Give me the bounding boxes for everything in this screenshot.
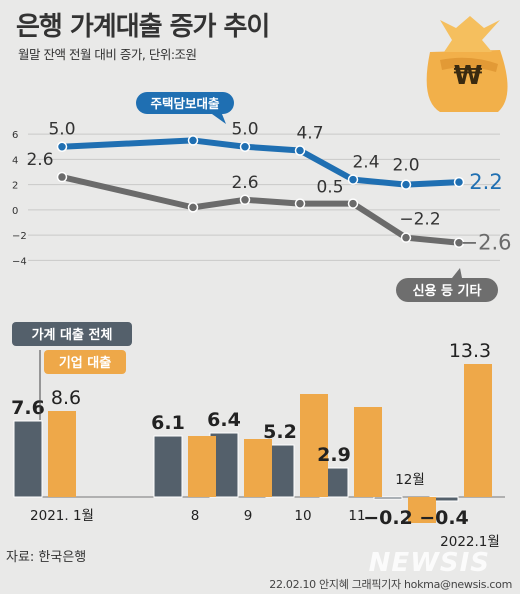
series-label-text: 주택담보대출 [150,96,220,111]
data-point [347,198,359,209]
category-label: 11 [348,508,365,524]
data-label: 2.4 [352,153,379,173]
data-point [400,232,412,243]
data-label: −2.6 [461,231,512,255]
data-point [239,194,251,206]
y-tick-label: 6 [12,130,18,141]
bar [464,364,492,497]
bar-chart: 7.6 6.1 6.4 5.2 2.9 −0.2 −0.4 8.6 13.3 2021. 1월 8 9… [11,322,505,550]
bar-value-label: 7.6 [11,397,45,419]
bar [13,420,43,498]
bar-value-label: 2.9 [317,444,351,466]
data-label: 2.2 [469,170,502,194]
data-point [347,174,359,185]
category-label: 2022.1월 [440,534,500,550]
won-symbol: ₩ [454,61,483,91]
bar [48,411,76,497]
subtitle: 월말 잔액 전월 대비 증가, 단위:조원 [18,47,197,62]
credit: 22.02.10 안지혜 그래픽기자 hokma@newsis.com [269,578,512,591]
data-point [453,237,465,248]
data-label: 0.5 [316,178,343,198]
data-label: 4.7 [296,124,323,144]
bar-value-label: 5.2 [263,421,297,443]
legend-household: 가계 대출 전체 [12,322,132,346]
y-tick-label: −4 [12,256,27,267]
data-point [187,202,199,213]
data-point [56,171,68,183]
data-label: 2.0 [392,156,419,176]
y-tick-label: 0 [12,206,18,217]
y-tick-label: 4 [12,155,18,166]
legend-corporate: 기업 대출 [44,350,126,374]
bar [244,439,272,497]
data-label: 2.6 [231,173,258,193]
category-label: 12월 [395,472,425,488]
legend-label: 가계 대출 전체 [32,327,113,343]
series-label-text: 신용 등 기타 [413,283,482,299]
data-label: −2.2 [399,210,440,230]
data-point [56,141,68,152]
category-label: 10 [294,508,311,524]
data-point [239,141,251,152]
source: 자료: 한국은행 [6,550,87,565]
bar-value-label: −0.4 [419,507,469,529]
bar [300,394,328,497]
bar [373,496,403,500]
money-bag-icon: ₩ [426,16,508,112]
data-label: 5.0 [48,120,75,140]
bar-value-label: 13.3 [449,340,491,362]
category-label: 2021. 1월 [30,508,94,524]
data-point [400,179,412,190]
data-label: 5.0 [231,120,258,140]
category-label: 8 [191,508,200,524]
category-label: 9 [244,508,253,524]
bar-value-label: −0.2 [363,507,413,529]
watermark: NEWSIS [368,548,490,578]
data-label: 2.6 [26,150,53,170]
bar [408,497,436,523]
bar [153,435,183,498]
y-tick-label: −2 [12,231,27,242]
series-label-mortgage: 주택담보대출 [136,92,234,124]
y-tick-label: 2 [12,181,18,192]
series-label-other: 신용 등 기타 [396,268,498,302]
bar-value-label: 8.6 [51,387,81,409]
bar [188,436,216,497]
data-point [453,176,465,188]
page-title: 은행 가계대출 증가 추이 [16,12,270,42]
bar-value-label: 6.1 [151,412,185,434]
bar [354,407,382,497]
legend-label: 기업 대출 [59,355,111,371]
bar-value-label: 6.4 [207,409,241,431]
line-chart: 6 4 2 0 −2 −4 5.0 5.0 4.7 2.4 2.0 2.2 2.6 2.6 0.5 −2.2 −… [12,92,512,302]
data-point [294,145,306,156]
data-point [294,198,306,209]
data-point [187,135,199,146]
